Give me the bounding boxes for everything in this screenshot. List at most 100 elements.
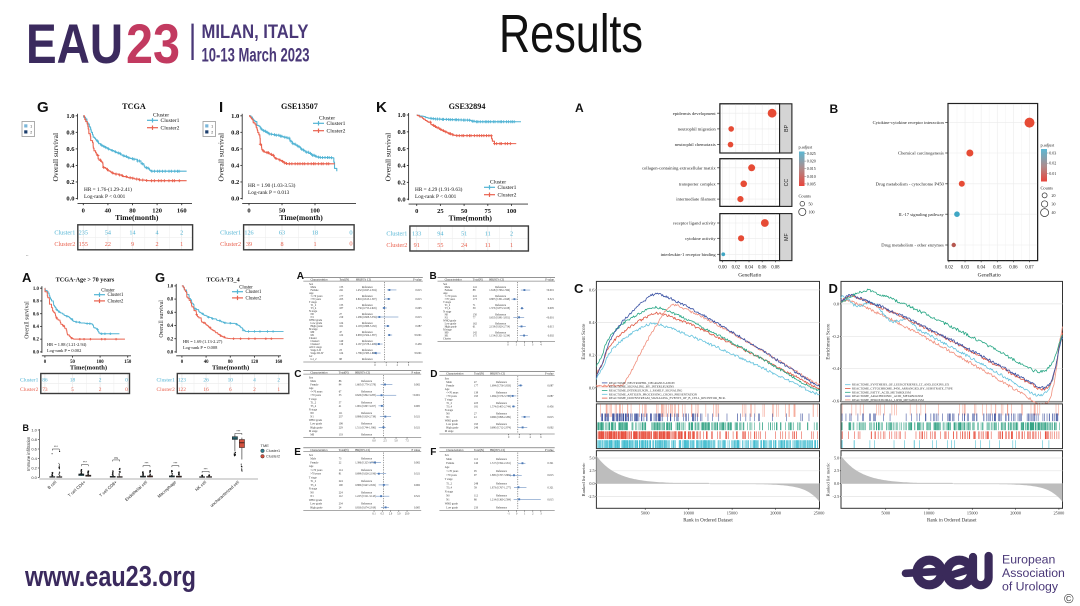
svg-text:2.167 (0.578-1.405): 2.167 (0.578-1.405) xyxy=(356,343,377,346)
svg-text:177: 177 xyxy=(339,295,344,298)
svg-text:0.4: 0.4 xyxy=(31,456,37,461)
svg-text:141: 141 xyxy=(473,286,478,289)
svg-text:0.8: 0.8 xyxy=(33,300,40,305)
svg-text:0.321: 0.321 xyxy=(547,462,554,465)
svg-text:3: 3 xyxy=(532,344,534,347)
svg-text:0.321: 0.321 xyxy=(414,426,421,429)
svg-text:235: 235 xyxy=(79,230,88,237)
svg-text:50: 50 xyxy=(809,201,813,206)
svg-text:Reference: Reference xyxy=(496,470,508,473)
svg-text:HR = 1.76-(1.29-2.41): HR = 1.76-(1.29-2.41) xyxy=(84,186,132,193)
svg-text:Female: Female xyxy=(446,384,455,387)
svg-text:Reference: Reference xyxy=(362,286,374,289)
svg-text:0.4: 0.4 xyxy=(33,325,40,330)
svg-text:2: 2 xyxy=(99,387,102,393)
svg-text:0.4: 0.4 xyxy=(66,163,75,170)
svg-text:WHO grade: WHO grade xyxy=(445,419,459,422)
svg-text:73: 73 xyxy=(42,387,48,393)
svg-text:0.002: 0.002 xyxy=(548,335,555,338)
svg-text:M stage: M stage xyxy=(443,328,452,331)
svg-text:HR(95% CI): HR(95% CI) xyxy=(490,448,505,452)
svg-text:2: 2 xyxy=(156,241,159,248)
svg-text:Sex: Sex xyxy=(445,377,450,380)
svg-text:GSE32894: GSE32894 xyxy=(449,102,486,111)
svg-text:HR(95% CI): HR(95% CI) xyxy=(490,371,505,375)
svg-text:Cluster2: Cluster2 xyxy=(246,296,263,301)
svg-text:2: 2 xyxy=(519,436,521,439)
svg-text:81: 81 xyxy=(339,473,342,476)
svg-text:intermediate filament: intermediate filament xyxy=(676,197,716,202)
svg-text:Results: Results xyxy=(499,4,643,64)
svg-text:Reference: Reference xyxy=(362,340,374,343)
svg-text:Association: Association xyxy=(1002,566,1065,580)
svg-text:Log-rank P < 0.001: Log-rank P < 0.001 xyxy=(84,194,126,200)
svg-text:of Urology: of Urology xyxy=(1002,580,1059,594)
svg-text:2.193 (0.888-3.182): 2.193 (0.888-3.182) xyxy=(356,325,377,328)
svg-text:Sex: Sex xyxy=(309,376,314,379)
svg-text:5.0: 5.0 xyxy=(394,440,398,443)
svg-text:MF: MF xyxy=(784,233,790,241)
svg-text:88: 88 xyxy=(473,289,476,292)
svg-text:Cytokine-cytokine receptor int: Cytokine-cytokine receptor interaction xyxy=(873,120,945,125)
svg-text:5: 5 xyxy=(71,387,74,393)
svg-text:20: 20 xyxy=(1052,193,1056,198)
svg-text:2: 2 xyxy=(211,130,213,134)
svg-text:European: European xyxy=(1002,553,1055,567)
svg-text:Reference: Reference xyxy=(495,304,507,307)
svg-text:0: 0 xyxy=(349,229,352,236)
svg-text:Female: Female xyxy=(310,462,319,465)
svg-text:Cluster1: Cluster1 xyxy=(266,449,280,453)
svg-text:High grade: High grade xyxy=(310,506,323,509)
svg-text:High grade: High grade xyxy=(311,325,324,328)
svg-text:8: 8 xyxy=(280,241,283,248)
svg-text:N stage: N stage xyxy=(309,488,318,491)
svg-text:1: 1 xyxy=(516,344,518,347)
svg-text:1.317 (0.592-2.451): 1.317 (0.592-2.451) xyxy=(490,462,511,465)
svg-text:150: 150 xyxy=(124,360,132,365)
svg-text:WHO grade: WHO grade xyxy=(309,499,323,502)
svg-text:100: 100 xyxy=(507,208,517,215)
svg-text:0.005: 0.005 xyxy=(548,307,555,310)
svg-text:p.adjust: p.adjust xyxy=(1041,143,1056,148)
svg-text:25000: 25000 xyxy=(1054,511,1065,516)
svg-text:0.025: 0.025 xyxy=(807,151,816,156)
svg-text:67: 67 xyxy=(339,391,342,394)
svg-text:Characteristics: Characteristics xyxy=(446,448,464,452)
svg-text:1.574 (0.405-2.744): 1.574 (0.405-2.744) xyxy=(490,405,511,408)
svg-text:0.5: 0.5 xyxy=(381,513,385,516)
svg-text:Age: Age xyxy=(445,388,450,391)
svg-text:TME: TME xyxy=(261,443,270,448)
svg-text:B cell: B cell xyxy=(47,479,58,490)
svg-text:27: 27 xyxy=(474,412,477,415)
svg-text:<=70 years: <=70 years xyxy=(311,295,323,298)
svg-text:IL-17 signaling pathway: IL-17 signaling pathway xyxy=(899,212,945,217)
svg-text:25: 25 xyxy=(437,208,444,215)
svg-text:0.087: 0.087 xyxy=(547,395,554,398)
svg-text:1.247 (0.521-3.143): 1.247 (0.521-3.143) xyxy=(355,495,376,498)
svg-text:-2.5: -2.5 xyxy=(588,494,595,499)
svg-text:0.015: 0.015 xyxy=(807,166,816,171)
svg-text:Characteristics: Characteristics xyxy=(310,370,328,374)
svg-text:Log-rank P = 0.013: Log-rank P = 0.013 xyxy=(248,190,290,196)
svg-text:0.4: 0.4 xyxy=(589,320,595,325)
svg-text:Characteristics: Characteristics xyxy=(310,448,328,452)
svg-text:N0: N0 xyxy=(310,412,314,415)
svg-text:P value: P value xyxy=(413,277,422,281)
svg-text:100: 100 xyxy=(809,210,815,215)
svg-text:120: 120 xyxy=(152,207,162,214)
svg-text:68: 68 xyxy=(339,358,342,361)
svg-text:T3_4: T3_4 xyxy=(445,307,451,310)
svg-text:0.456: 0.456 xyxy=(547,405,554,408)
svg-text:REACTOME_PEROXISOMAL_LIPID_MET: REACTOME_PEROXISOMAL_LIPID_METABOLISM xyxy=(852,398,924,402)
svg-text:3: 3 xyxy=(408,364,410,367)
svg-text:Reference: Reference xyxy=(361,380,373,383)
svg-text:HR(95% CI): HR(95% CI) xyxy=(356,277,371,281)
svg-text:N1: N1 xyxy=(311,316,315,319)
svg-text:2: 2 xyxy=(253,387,256,393)
svg-text:T stage: T stage xyxy=(445,398,454,401)
svg-text:219: 219 xyxy=(339,316,344,319)
svg-text:Reference: Reference xyxy=(496,391,508,394)
svg-text:Time(month): Time(month) xyxy=(449,214,493,223)
svg-text:Ranked list metric: Ranked list metric xyxy=(826,463,831,497)
svg-text:..: .. xyxy=(26,253,29,258)
